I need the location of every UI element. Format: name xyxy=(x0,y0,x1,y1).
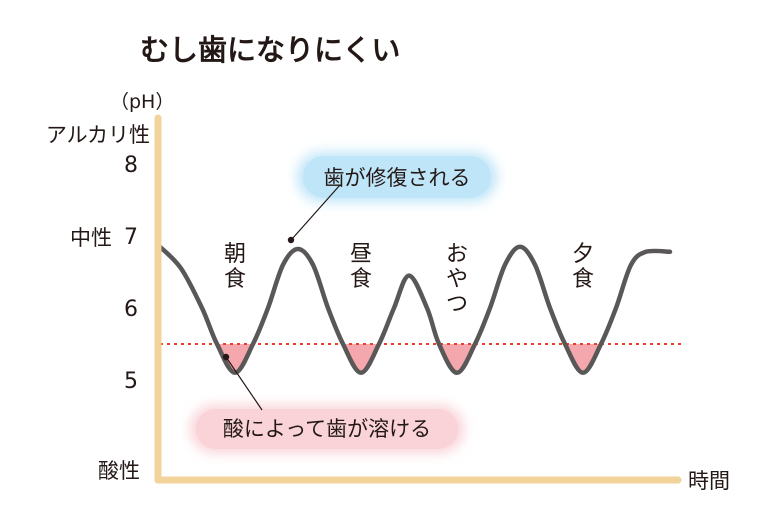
ph-curve xyxy=(157,244,673,376)
y-label-neutral: 中性 xyxy=(70,226,112,250)
y-tick-label: 6 xyxy=(124,297,138,322)
repair-pointer xyxy=(291,184,341,240)
dissolve-pointer xyxy=(225,356,263,411)
y-tick-label: 5 xyxy=(124,369,138,394)
repair-callout: 歯が修復される xyxy=(287,152,497,244)
y-tick-label: 7 xyxy=(124,225,138,250)
x-axis-label: 時間 xyxy=(688,469,730,493)
meal-label: おやつ xyxy=(446,242,468,317)
repair-pointer-dot xyxy=(287,236,295,244)
meal-label: 夕食 xyxy=(572,242,594,292)
dissolve-callout: 酸によって歯が溶ける xyxy=(190,353,464,453)
y-tick-label: 8 xyxy=(124,153,138,178)
meal-label: 朝食 xyxy=(224,242,246,292)
meal-labels: 朝食 昼食 おやつ 夕食 xyxy=(224,242,594,317)
y-label-acidic: 酸性 xyxy=(98,459,140,483)
chart-title: むし歯になりにくい xyxy=(140,33,400,67)
dissolve-pointer-dot xyxy=(222,353,230,361)
repair-text: 歯が修復される xyxy=(324,166,471,190)
y-label-alkaline: アルカリ性 xyxy=(46,123,150,147)
y-unit-label: （pH） xyxy=(110,91,174,113)
dissolve-text: 酸によって歯が溶ける xyxy=(223,417,431,441)
meal-label: 昼食 xyxy=(350,242,372,292)
y-tick-labels: 8 7 6 5 xyxy=(124,153,138,394)
